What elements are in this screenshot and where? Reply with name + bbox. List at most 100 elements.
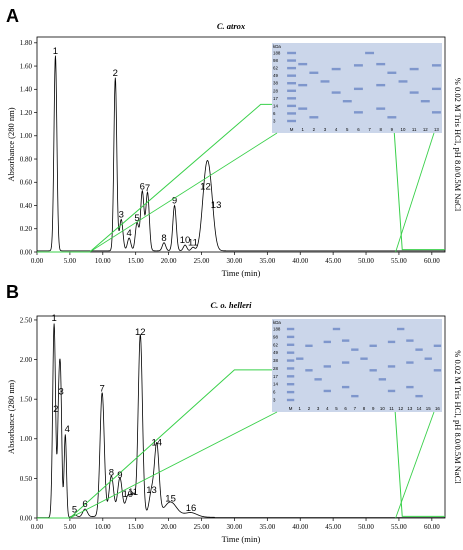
gel-marker-label: 62 [273,342,278,347]
peak-label: 10 [180,235,191,246]
gel-band [369,344,377,347]
secondary-axis-label: % 0.02 M Tris HCl, pH 8.0/0.5M NaCl [453,350,463,484]
x-tick-label: 30.00 [227,523,243,531]
gel-band [287,119,297,123]
y-tick-label: 1.00 [20,132,33,140]
gel-marker-label: 28 [273,88,278,93]
gel-band [296,357,304,360]
gel-lane-label: 9 [372,406,375,411]
gel-marker-label: 98 [273,334,278,339]
peak-label: 5 [72,505,77,516]
gel-band [353,111,363,114]
plot-frame [36,36,446,253]
gel-marker-label: 62 [273,66,278,71]
gel-lane-label: 2 [308,406,311,411]
peak-label: 7 [99,383,104,394]
y-tick-label: 1.40 [20,86,33,94]
gel-band [286,398,295,402]
gel-band [287,97,297,100]
gel-band [341,385,350,389]
x-tick-label: 15.00 [128,257,144,265]
peak-label: 16 [186,503,197,514]
x-tick-label: 20.00 [161,523,177,531]
gel-band [341,361,350,364]
gel-band [387,116,397,119]
peak-label: 11 [128,487,138,498]
x-tick-label: 60.00 [424,257,440,265]
y-tick-label: 0.60 [20,179,33,187]
gel-band [409,67,419,71]
chart-title: C. o. helleri [210,300,252,310]
gel-connector-left [69,411,278,519]
gel-band [431,87,441,91]
gel-band [415,394,423,398]
gel-lane-label: 8 [379,127,382,132]
secondary-axis-label: % 0.02 M Tris HCl, pH 8.0/0.5M NaCl [453,78,463,212]
gel-band [287,59,297,62]
x-tick-label: 0.00 [31,523,44,531]
gel-band [387,365,396,368]
gel-band [424,357,432,360]
gel-band [286,335,295,339]
gel-lane-label: 14 [417,406,422,411]
gel-connector-right [395,132,435,253]
gel-lane-label: 12 [423,127,428,132]
gel-band [387,389,396,393]
gel-band [323,389,331,393]
gel-band [287,82,297,85]
gel-lane-label: 8 [363,406,366,411]
y-axis-label: Absorbance (280 nm) [6,107,16,181]
chromatogram-line [37,55,445,252]
y-tick-label: 0.00 [20,248,33,256]
x-axis-label: Time (min) [222,268,261,278]
gel-lane-label: M [289,406,293,411]
gel-band [309,116,319,119]
y-tick-label: 2.50 [20,316,33,324]
gel-band [376,83,386,87]
gel-band [323,365,331,368]
x-tick-label: 5.00 [64,523,77,531]
gel-band [431,111,441,114]
gel-band [406,361,414,364]
peak-label: 1 [53,46,58,57]
peak-label: 5 [134,213,139,224]
gel-band [286,359,295,362]
gel-lane-label: 1 [301,127,304,132]
peak-label: 6 [140,182,145,193]
gel-band [406,339,414,342]
gel-band [287,89,297,92]
gel-band [420,100,430,103]
peak-label: 8 [161,233,166,244]
y-tick-label: 2.00 [20,356,33,364]
y-tick-label: 1.20 [20,109,33,117]
x-tick-label: 30.00 [227,257,243,265]
peak-label: 13 [146,485,157,496]
gel-band [298,83,308,87]
gel-image [272,319,442,412]
gel-connector-right [395,411,435,519]
peak-label: 11 [188,238,198,249]
x-tick-label: 5.00 [64,257,77,265]
peak-label: 15 [165,494,176,505]
gel-band [298,107,308,110]
gel-lane-label: 13 [434,127,439,132]
gel-band [331,67,341,71]
chart-title: C. atrox [217,21,246,31]
x-tick-label: 55.00 [391,257,407,265]
gel-band [286,351,295,354]
y-tick-label: 1.60 [20,62,33,70]
y-tick-label: 0.40 [20,202,33,210]
gel-band [431,64,441,67]
gel-marker-label: 6 [273,390,276,395]
gel-band [353,64,363,67]
gel-band [387,340,396,344]
gel-marker-label: 6 [273,111,276,116]
gel-marker-label: 38 [273,358,278,363]
gel-band [286,367,295,370]
peak-label: 2 [113,68,118,79]
gel-lane-label: 4 [335,127,338,132]
x-tick-label: 25.00 [194,523,210,531]
gel-lane-label: 6 [344,406,347,411]
